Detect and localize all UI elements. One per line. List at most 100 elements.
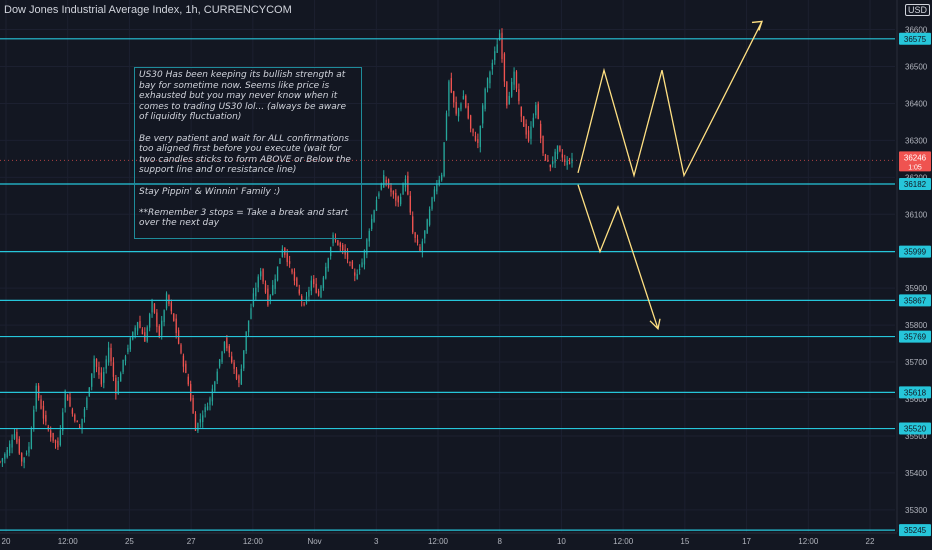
- x-tick-label: 12:00: [613, 537, 634, 546]
- annotation-note[interactable]: US30 Has been keeping its bullish streng…: [134, 67, 362, 239]
- candle-up: [221, 351, 223, 362]
- level-label-badge: [899, 386, 931, 399]
- candle-up: [151, 301, 153, 313]
- candle-up: [13, 434, 16, 439]
- candle-up: [325, 266, 327, 279]
- candle-down: [52, 432, 54, 441]
- candle-up: [30, 429, 33, 449]
- candle-down: [264, 283, 267, 293]
- candle-up: [498, 33, 501, 41]
- candle-up: [404, 179, 407, 188]
- candle-up: [496, 44, 498, 53]
- candle-up: [457, 108, 460, 117]
- candle-down: [346, 252, 349, 260]
- level-label-text: 35520: [904, 425, 927, 434]
- candle-up: [257, 276, 259, 288]
- candle-down: [153, 303, 156, 313]
- level-label-text: 35999: [904, 248, 927, 257]
- candle-up: [250, 308, 252, 319]
- candle-down: [235, 369, 238, 379]
- y-tick-label: 35500: [905, 432, 928, 441]
- x-tick-label: 12:00: [243, 537, 264, 546]
- y-tick-label: 36600: [905, 26, 928, 35]
- candle-down: [337, 240, 339, 246]
- candle-down: [192, 397, 194, 414]
- candle-up: [134, 327, 136, 336]
- candle-up: [310, 280, 313, 291]
- candle-down: [100, 372, 103, 385]
- candle-up: [161, 320, 163, 336]
- candle-down: [288, 261, 291, 264]
- candle-up: [4, 453, 6, 459]
- candle-up: [23, 457, 25, 463]
- candle-down: [409, 195, 411, 213]
- candle-down: [54, 440, 57, 443]
- candle-up: [272, 285, 274, 296]
- candle-down: [351, 261, 354, 269]
- candle-down: [156, 312, 158, 327]
- candle-down: [547, 160, 549, 162]
- candle-up: [380, 183, 382, 190]
- candle-up: [28, 446, 30, 453]
- horizontal-levels: [0, 38, 895, 531]
- candle-up: [136, 322, 139, 331]
- candle-up: [445, 113, 448, 140]
- candle-down: [354, 272, 356, 276]
- x-tick-label: 15: [680, 537, 689, 546]
- candle-down: [416, 239, 419, 244]
- candle-up: [86, 397, 88, 408]
- countdown-text: 1:05: [908, 164, 922, 171]
- candle-up: [356, 274, 358, 279]
- candle-up: [566, 160, 568, 166]
- note-paragraph: **Remember 3 stops = Take a break and st…: [139, 207, 348, 229]
- candle-down: [313, 279, 315, 285]
- candle-down: [315, 283, 317, 293]
- candle-down: [419, 246, 421, 251]
- candle-down: [110, 347, 112, 362]
- candle-up: [243, 350, 245, 369]
- note-paragraph: Be very patient and wait for ALL confirm…: [139, 133, 351, 176]
- candle-up: [552, 161, 554, 165]
- projection-drawings: [577, 20, 763, 331]
- candle-down: [139, 321, 141, 328]
- candle-down: [465, 95, 467, 108]
- candle-down: [71, 409, 74, 414]
- candle-up: [81, 418, 83, 430]
- candle-up: [383, 175, 385, 188]
- candle-down: [226, 337, 228, 349]
- candle-down: [477, 139, 479, 143]
- candle-up: [163, 310, 165, 323]
- candle-up: [431, 197, 433, 209]
- candle-down: [112, 362, 115, 377]
- currency-badge[interactable]: USD: [905, 4, 931, 16]
- candle-up: [35, 385, 37, 409]
- candle-down: [414, 232, 416, 238]
- candle-up: [11, 439, 13, 448]
- candle-down: [18, 438, 20, 454]
- candle-up: [105, 359, 107, 369]
- candle-down: [76, 421, 78, 423]
- x-tick-label: 10: [557, 537, 566, 546]
- candle-down: [506, 81, 508, 106]
- candle-up: [199, 419, 201, 423]
- candle-down: [397, 196, 399, 203]
- x-tick-label: 22: [866, 537, 875, 546]
- candle-up: [216, 371, 218, 381]
- level-label-badge: [899, 32, 931, 45]
- candle-up: [276, 266, 279, 281]
- candle-up: [486, 78, 489, 88]
- candle-down: [527, 130, 530, 142]
- candle-down: [407, 175, 409, 195]
- candle-down: [173, 313, 175, 321]
- candle-up: [361, 262, 363, 267]
- candle-down: [194, 413, 197, 431]
- candle-down: [42, 405, 45, 419]
- candle-up: [120, 373, 122, 382]
- candle-up: [83, 409, 86, 418]
- y-tick-label: 35800: [905, 321, 928, 330]
- candle-up: [332, 234, 334, 244]
- projection-up-arrowhead: [751, 20, 763, 31]
- candle-down: [559, 146, 561, 151]
- candle-down: [291, 269, 293, 273]
